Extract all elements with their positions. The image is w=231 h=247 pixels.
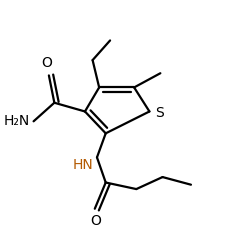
Text: HN: HN xyxy=(73,159,94,172)
Text: S: S xyxy=(155,105,164,120)
Text: H₂N: H₂N xyxy=(4,114,30,128)
Text: O: O xyxy=(41,56,52,70)
Text: O: O xyxy=(91,214,101,228)
